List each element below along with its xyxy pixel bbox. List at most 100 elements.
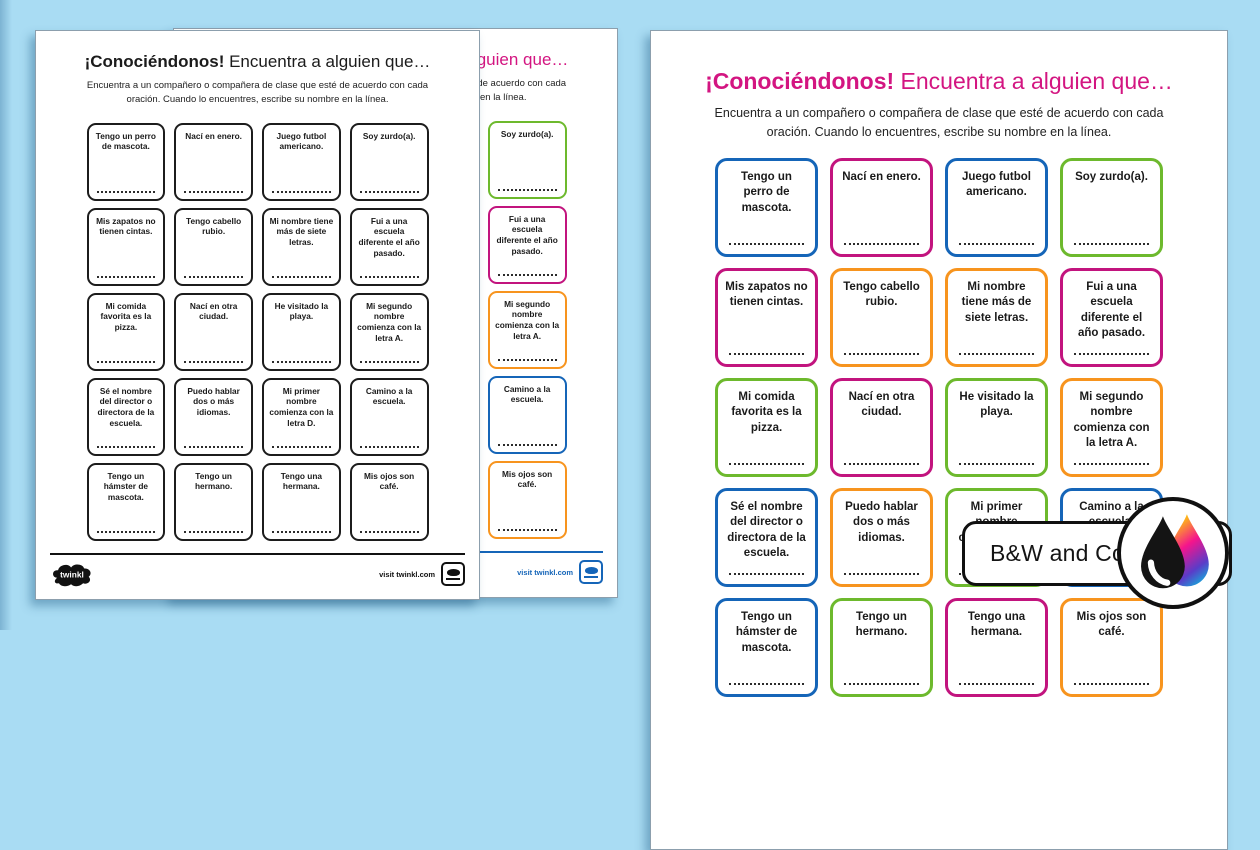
activity-card: Juego futbol americano. (262, 122, 341, 201)
instructions: Encuentra a un compañero o compañera de … (714, 106, 1164, 140)
name-write-line (96, 360, 156, 363)
card-text: Mis ojos son café. (502, 468, 553, 490)
activity-card: Fui a una escuela diferente el año pasad… (487, 205, 567, 284)
card-text: Sé el nombre del director o directora de… (727, 500, 806, 560)
name-write-line (96, 275, 156, 278)
name-write-line (96, 530, 156, 533)
card-text: Mi segundo nombre comienza con la letra … (1073, 390, 1150, 450)
card-text: Soy zurdo(a). (500, 128, 554, 139)
activity-card: Camino a la escuela. (487, 375, 567, 454)
activity-card: Mis zapatos no tienen cintas. (86, 207, 166, 286)
card-text: Mis ojos son café. (1076, 610, 1147, 639)
activity-card: Mi comida favorita es la pizza. (86, 292, 166, 371)
visit-twinkl-text: visit twinkl.com (517, 567, 573, 577)
card-text: Tengo un hermano. (855, 610, 908, 639)
activity-card: Fui a una escuela diferente el año pasad… (1060, 267, 1163, 367)
activity-card: Nací en otra ciudad. (830, 377, 933, 477)
card-text: Tengo un hermano. (194, 470, 233, 492)
name-write-line (959, 242, 1034, 245)
card-text: Tengo una hermana. (967, 610, 1026, 639)
resource-preview: { "colors": { "background": "#a9dcf3", "… (0, 0, 1232, 850)
card-text: Mis ojos son café. (364, 470, 415, 492)
name-write-line (96, 445, 156, 448)
activity-card: Tengo un perro de mascota. (715, 157, 818, 257)
card-text: Mi primer nombre comienza con la letra D… (269, 385, 334, 428)
card-text: Tengo cabello rubio. (843, 280, 920, 309)
name-write-line (844, 352, 919, 355)
activity-card: Tengo un hermano. (174, 462, 253, 541)
name-write-line (729, 462, 804, 465)
activity-card: Camino a la escuela. (349, 377, 429, 456)
activity-card: Mis ojos son café. (1060, 597, 1163, 697)
card-text: Nací en otra ciudad. (189, 300, 238, 322)
instructions: Encuentra a un compañero o compañera de … (86, 80, 429, 105)
card-text: Mi comida favorita es la pizza. (731, 390, 802, 434)
activity-card: Nací en enero. (830, 157, 933, 257)
footer-divider (50, 553, 465, 555)
name-write-line (729, 682, 804, 685)
card-text: Mi segundo nombre comienza con la letra … (495, 298, 560, 341)
activity-card: Tengo una hermana. (945, 597, 1048, 697)
activity-card: Mi nombre tiene más de siete letras. (262, 207, 341, 286)
activity-card: Mi segundo nombre comienza con la letra … (1060, 377, 1163, 477)
mini-cloud-icon (584, 566, 598, 574)
card-text: Tengo cabello rubio. (186, 215, 242, 237)
name-write-line (1074, 352, 1149, 355)
name-write-line (359, 360, 419, 363)
name-write-line (959, 682, 1034, 685)
name-write-line (96, 190, 156, 193)
activity-card: Sé el nombre del director o directora de… (86, 377, 166, 456)
name-write-line (359, 445, 419, 448)
card-text: Juego futbol americano. (276, 130, 327, 152)
name-write-line (844, 462, 919, 465)
name-write-line (359, 190, 419, 193)
twinkl-logo: twinkl (50, 561, 94, 587)
card-grid: Tengo un perro de mascota. Nací en enero.… (715, 157, 1163, 697)
name-write-line (184, 275, 243, 278)
activity-card: Mi nombre tiene más de siete letras. (945, 267, 1048, 367)
name-write-line (844, 572, 919, 575)
card-text: Camino a la escuela. (365, 385, 413, 407)
activity-card: Soy zurdo(a). (349, 122, 429, 201)
card-text: Puedo hablar dos o más idiomas. (845, 500, 918, 544)
page-title: ¡Conociéndonos! Encuentra a alguien que… (84, 52, 431, 71)
card-text: Mis zapatos no tienen cintas. (96, 215, 156, 237)
name-write-line (959, 352, 1034, 355)
card-text: Sé el nombre del director o directora de… (97, 385, 155, 428)
card-text: He visitado la playa. (274, 300, 329, 322)
name-write-line (184, 190, 243, 193)
name-write-line (497, 273, 557, 276)
activity-card: Tengo cabello rubio. (830, 267, 933, 367)
name-write-line (844, 682, 919, 685)
card-text: Fui a una escuela diferente el año pasad… (358, 215, 420, 258)
card-text: Nací en otra ciudad. (848, 390, 915, 419)
name-write-line (184, 360, 243, 363)
activity-card: Tengo una hermana. (262, 462, 341, 541)
name-write-line (1074, 242, 1149, 245)
card-text: Nací en enero. (842, 170, 921, 183)
name-write-line (272, 445, 331, 448)
activity-card: Mis ojos son café. (349, 462, 429, 541)
card-text: Soy zurdo(a). (362, 130, 416, 141)
name-write-line (497, 358, 557, 361)
card-text: Mi nombre tiene más de siete letras. (961, 280, 1032, 324)
card-text: Tengo un hámster de mascota. (735, 610, 798, 654)
activity-card: Nací en otra ciudad. (174, 292, 253, 371)
activity-card: Soy zurdo(a). (1060, 157, 1163, 257)
worksheet-footer: twinkl visit twinkl.com (50, 553, 465, 589)
name-write-line (272, 190, 331, 193)
card-text: Mis zapatos no tienen cintas. (725, 280, 808, 309)
name-write-line (497, 528, 557, 531)
activity-card: Tengo un perro de mascota. (86, 122, 166, 201)
activity-card: Tengo un hámster de mascota. (86, 462, 166, 541)
activity-card: Mi comida favorita es la pizza. (715, 377, 818, 477)
card-text: He visitado la playa. (959, 390, 1034, 419)
card-grid: Tengo un perro de mascota. Nací en enero.… (86, 122, 429, 541)
activity-card: He visitado la playa. (262, 292, 341, 371)
name-write-line (184, 530, 243, 533)
name-write-line (184, 445, 243, 448)
svg-text:twinkl: twinkl (60, 570, 84, 580)
activity-card: Mi primer nombre comienza con la letra D… (262, 377, 341, 456)
name-write-line (497, 443, 557, 446)
name-write-line (359, 530, 419, 533)
